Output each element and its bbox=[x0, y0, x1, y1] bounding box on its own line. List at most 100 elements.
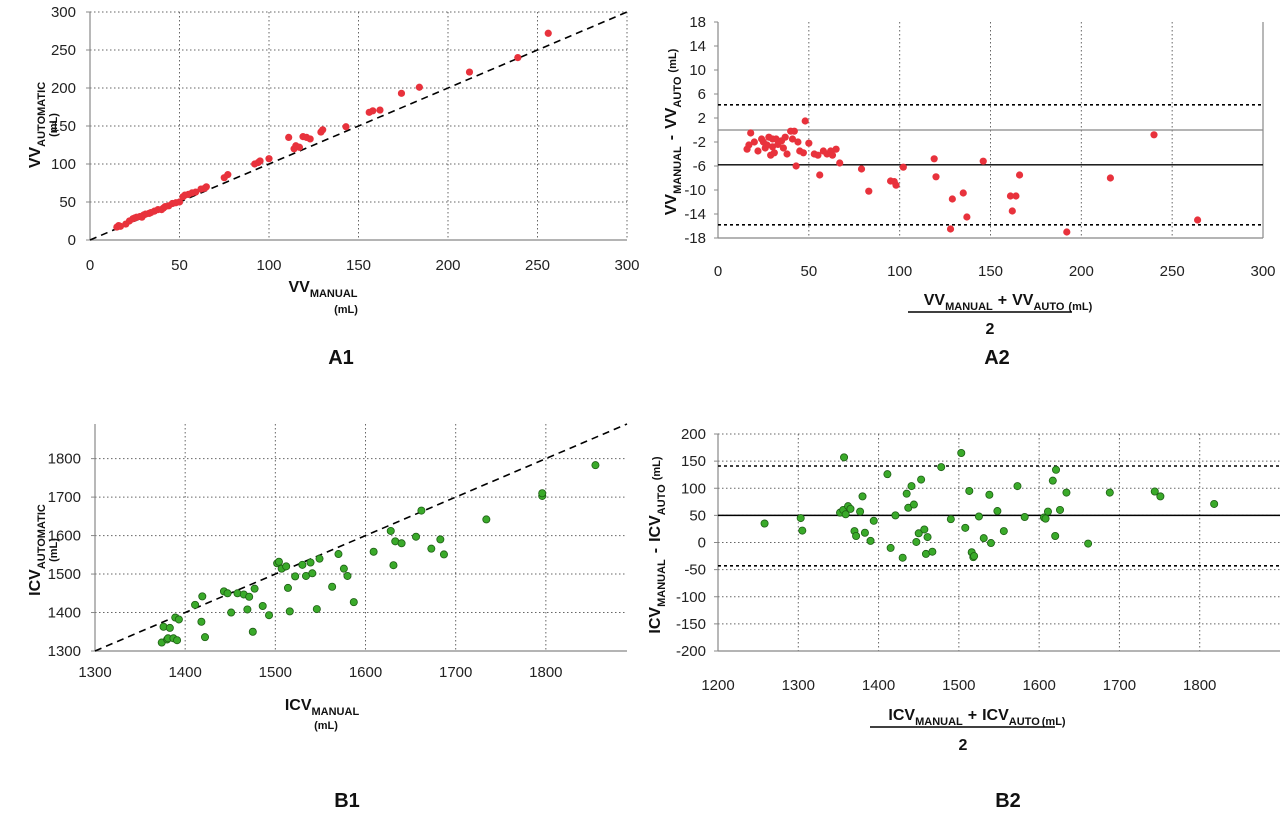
a2-data-point bbox=[750, 138, 758, 146]
panel-a1: 0 50 100 150 200 250 300 0 50 100 150 200 250 300 VVA… bbox=[27, 4, 640, 369]
a1-x-tick-label: 100 bbox=[256, 257, 281, 274]
b1-data-point bbox=[397, 539, 406, 548]
a1-data-point bbox=[342, 123, 350, 131]
a2-data-point bbox=[754, 147, 762, 155]
a2-x-tick-label: 150 bbox=[978, 263, 1003, 280]
b2-y-tick-label: 50 bbox=[689, 507, 706, 524]
b2-data-point bbox=[974, 512, 983, 521]
b2-data-point bbox=[1105, 488, 1114, 497]
b1-x-axis-unit: (mL) bbox=[314, 720, 338, 732]
b1-data-point bbox=[412, 532, 421, 541]
b1-data-point bbox=[197, 617, 206, 626]
a2-data-point bbox=[783, 150, 791, 158]
b2-data-point bbox=[979, 534, 988, 543]
b2-data-point bbox=[869, 516, 878, 525]
a1-data-point bbox=[285, 133, 293, 141]
b1-x-tick-label: 1400 bbox=[168, 664, 201, 681]
b2-data-point bbox=[1043, 507, 1052, 516]
b2-y-tick-label: 0 bbox=[698, 535, 706, 552]
b2-data-point bbox=[912, 537, 921, 546]
a2-data-point bbox=[892, 181, 900, 189]
b2-y-tick-label: -150 bbox=[676, 616, 706, 633]
b2-x-tick-label: 1400 bbox=[862, 677, 895, 694]
b1-data-point bbox=[198, 592, 207, 601]
a1-data-point bbox=[256, 157, 264, 165]
b2-data-point bbox=[907, 482, 916, 491]
a2-data-point bbox=[799, 149, 807, 157]
b1-data-point bbox=[223, 589, 232, 598]
b2-data-point bbox=[957, 448, 966, 457]
b1-x-axis-label: ICVMANUAL bbox=[285, 697, 360, 718]
a2-data-point bbox=[788, 135, 797, 143]
b1-data-point bbox=[482, 515, 491, 524]
b1-x-tick-label: 1500 bbox=[259, 664, 292, 681]
b2-data-point bbox=[1013, 482, 1022, 491]
a2-plot: 0 50 100 150 200 250 300 -18 -14 -10 -6 -2 2 6 10 14 18 bbox=[684, 14, 1275, 280]
a2-data-point bbox=[1063, 228, 1071, 236]
b2-data-point bbox=[1210, 499, 1219, 508]
a2-data-point bbox=[963, 213, 971, 221]
b2-data-point bbox=[986, 539, 995, 548]
b1-y-tick-label: 1300 bbox=[48, 643, 81, 660]
a2-x-tick-label: 250 bbox=[1160, 263, 1185, 280]
b2-data-point bbox=[886, 543, 895, 552]
a2-data-point bbox=[747, 129, 755, 137]
a2-data-point bbox=[1106, 174, 1114, 182]
a1-y-tick-label: 300 bbox=[51, 4, 76, 21]
a1-x-tick-label: 150 bbox=[346, 257, 371, 274]
b2-x-tick-label: 1700 bbox=[1103, 677, 1136, 694]
b1-x-tick-label: 1300 bbox=[78, 664, 111, 681]
a1-data-point bbox=[415, 83, 423, 91]
b2-x-tick-label: 1600 bbox=[1022, 677, 1055, 694]
b2-data-point bbox=[923, 533, 932, 542]
a2-data-point bbox=[1008, 207, 1016, 215]
b1-data-point bbox=[315, 554, 324, 563]
a2-data-point bbox=[779, 144, 788, 152]
a2-data-point bbox=[932, 173, 940, 181]
a1-data-point bbox=[397, 89, 406, 97]
a1-x-tick-label: 200 bbox=[435, 257, 460, 274]
b2-data-point bbox=[883, 470, 892, 479]
b2-data-point bbox=[796, 514, 805, 523]
b2-y-tick-label: -50 bbox=[684, 562, 706, 579]
a1-x-tick-label: 250 bbox=[525, 257, 550, 274]
a1-data-point bbox=[295, 143, 304, 151]
a2-data-point bbox=[801, 117, 809, 125]
b2-y-tick-label: 100 bbox=[681, 480, 706, 497]
b1-data-point bbox=[427, 544, 436, 553]
a2-data-point bbox=[805, 139, 813, 147]
a2-data-point bbox=[828, 151, 837, 159]
a2-data-point bbox=[794, 138, 802, 146]
b1-y-tick-label: 1800 bbox=[48, 451, 81, 468]
b2-data-point bbox=[1150, 487, 1159, 496]
b2-data-point bbox=[866, 536, 875, 545]
b1-data-point bbox=[417, 506, 426, 515]
b2-y-tick-label: 150 bbox=[681, 453, 706, 470]
a2-data-point bbox=[865, 187, 873, 195]
b2-data-point bbox=[856, 507, 865, 516]
a1-data-point bbox=[116, 222, 125, 230]
b1-data-point bbox=[285, 607, 294, 616]
a1-y-tick-label: 150 bbox=[51, 118, 76, 135]
b1-data-point bbox=[274, 557, 283, 566]
b1-data-point bbox=[245, 592, 254, 601]
b2-data-point bbox=[1156, 492, 1165, 501]
b1-data-point bbox=[308, 569, 317, 578]
b2-y-tick-label: 200 bbox=[681, 426, 706, 443]
a2-data-point bbox=[814, 151, 822, 159]
a1-data-point bbox=[369, 107, 377, 115]
b2-data-point bbox=[909, 500, 918, 509]
b1-data-point bbox=[334, 550, 343, 559]
a2-data-point bbox=[899, 163, 907, 171]
b1-data-point bbox=[265, 611, 274, 620]
b2-data-point bbox=[1048, 476, 1057, 485]
b1-data-point bbox=[191, 600, 200, 609]
a2-y-tick-label: -2 bbox=[693, 134, 706, 151]
b1-y-tick-label: 1400 bbox=[48, 605, 81, 622]
a1-data-point bbox=[192, 188, 200, 196]
b1-data-point bbox=[173, 636, 182, 645]
b2-data-point bbox=[928, 547, 937, 556]
a2-y-tick-label: 2 bbox=[698, 110, 706, 127]
a2-data-point bbox=[781, 133, 789, 141]
